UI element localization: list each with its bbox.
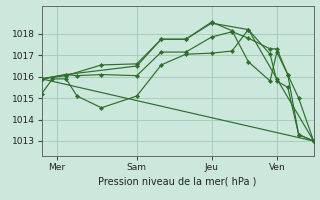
X-axis label: Pression niveau de la mer( hPa ): Pression niveau de la mer( hPa ) bbox=[99, 176, 257, 186]
